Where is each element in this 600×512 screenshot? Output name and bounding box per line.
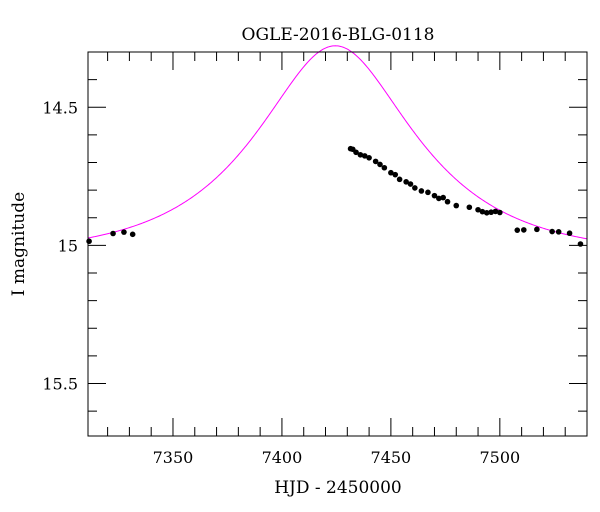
data-point [412, 185, 418, 191]
axis-tick-labels: 7350 7400 7450 7500 14.5 15 15.5 [42, 98, 520, 467]
y-tick-label: 15.5 [42, 375, 78, 394]
y-tick-label: 15 [58, 236, 78, 255]
data-point [129, 231, 136, 238]
data-point [392, 171, 399, 178]
data-point [534, 226, 540, 233]
data-point [444, 198, 451, 205]
data-point [381, 164, 388, 171]
data-points [86, 145, 584, 247]
data-point [396, 176, 403, 183]
data-point [377, 161, 383, 168]
data-point [549, 228, 555, 235]
data-point [479, 208, 486, 215]
data-point [366, 155, 372, 161]
data-point [466, 204, 473, 211]
data-point [566, 230, 573, 237]
x-tick-label: 7500 [479, 448, 520, 467]
axis-ticks [88, 51, 588, 436]
data-point [431, 192, 438, 199]
y-tick-label: 14.5 [42, 98, 78, 117]
x-axis-label: HJD - 2450000 [274, 478, 402, 498]
data-point [425, 189, 431, 196]
data-point [372, 158, 379, 165]
data-point [436, 195, 442, 202]
data-point [483, 209, 490, 216]
data-point [555, 229, 562, 235]
data-point [440, 194, 446, 201]
data-point [418, 188, 425, 194]
y-axis-label: I magnitude [9, 192, 29, 296]
data-point [488, 209, 494, 216]
data-point [110, 230, 116, 237]
plot-frame [87, 51, 588, 437]
x-tick-label: 7400 [262, 448, 303, 467]
data-point [577, 241, 584, 247]
data-point [514, 227, 521, 233]
data-point [475, 206, 481, 213]
data-point [497, 209, 503, 216]
data-point [407, 181, 414, 187]
data-point [453, 202, 460, 209]
data-point [388, 169, 394, 176]
data-point [521, 227, 527, 233]
data-point [492, 208, 499, 215]
chart-title: OGLE-2016-BLG-0118 [242, 25, 435, 45]
data-point [86, 238, 92, 245]
x-tick-label: 7450 [371, 448, 412, 467]
model-fit-curve [87, 45, 588, 240]
data-point [361, 153, 368, 159]
data-point [403, 179, 409, 185]
x-tick-label: 7350 [153, 448, 194, 467]
data-point [121, 229, 127, 235]
data-point [357, 151, 364, 158]
data-point [353, 149, 359, 156]
